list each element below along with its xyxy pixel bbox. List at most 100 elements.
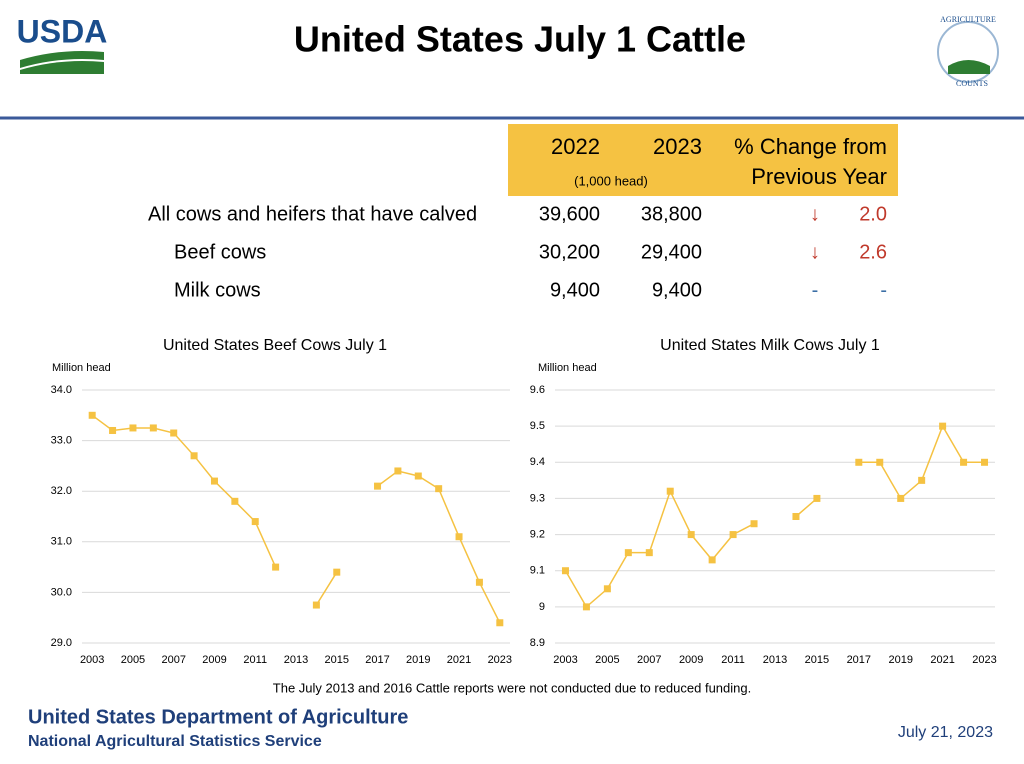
x-tick-label: 2017	[847, 654, 871, 666]
y-tick-label: 30.0	[51, 586, 72, 598]
y-tick-label: 29.0	[51, 637, 72, 649]
column-header: Previous Year	[751, 164, 887, 189]
x-tick-label: 2013	[284, 654, 308, 666]
data-point	[960, 458, 968, 466]
logo-field	[948, 60, 990, 74]
chart-note: The July 2013 and 2016 Cattle reports we…	[273, 680, 751, 695]
cell: 2.0	[859, 203, 887, 225]
x-tick-label: 2003	[80, 654, 104, 666]
column-header: 2022	[551, 134, 600, 159]
data-point	[729, 531, 737, 539]
y-tick-label: 9.4	[530, 456, 545, 468]
ag-counts-logo: AGRICULTURE COUNTS	[937, 15, 999, 88]
data-point	[496, 619, 504, 627]
table-body: All cows and heifers that have calved 39,…	[148, 203, 887, 301]
x-tick-label: 2005	[121, 654, 145, 666]
row-label: All cows and heifers that have calved	[148, 203, 477, 225]
table-header-bg	[508, 124, 898, 196]
logo-swoosh	[20, 51, 104, 68]
cell: 2.6	[859, 241, 887, 263]
logo-text: AGRICULTURE	[940, 15, 996, 24]
y-tick-label: 9.5	[530, 420, 545, 432]
x-tick-label: 2011	[721, 654, 745, 666]
data-point	[394, 467, 402, 475]
chart-title: United States Milk Cows July 1	[660, 337, 880, 354]
y-tick-label: 9	[539, 601, 545, 613]
row-label: Milk cows	[174, 279, 261, 301]
x-tick-label: 2009	[679, 654, 703, 666]
data-point	[813, 494, 821, 502]
data-point	[333, 568, 341, 576]
data-point	[455, 533, 463, 541]
data-point	[666, 487, 674, 495]
x-tick-label: 2021	[930, 654, 954, 666]
cell: 9,400	[550, 279, 600, 301]
data-point	[88, 411, 96, 419]
x-tick-label: 2007	[637, 654, 661, 666]
data-point	[603, 585, 611, 593]
y-axis-label: Million head	[538, 362, 597, 374]
y-tick-label: 9.1	[530, 565, 545, 577]
cell: ↓	[810, 241, 820, 263]
y-tick-label: 33.0	[51, 435, 72, 447]
row-label: Beef cows	[174, 241, 266, 263]
y-tick-label: 9.2	[530, 528, 545, 540]
data-point	[582, 603, 590, 611]
x-tick-label: 2015	[805, 654, 829, 666]
data-point	[876, 458, 884, 466]
data-point	[475, 578, 483, 586]
x-tick-label: 2019	[888, 654, 912, 666]
data-point	[561, 567, 569, 575]
logo-ring	[937, 21, 999, 83]
data-point	[272, 563, 280, 571]
y-tick-label: 34.0	[51, 384, 72, 396]
x-tick-label: 2021	[447, 654, 471, 666]
chart-title: United States Beef Cows July 1	[163, 337, 387, 354]
x-tick-label: 2009	[202, 654, 226, 666]
x-tick-label: 2017	[365, 654, 389, 666]
data-point	[435, 485, 443, 493]
data-point	[190, 452, 198, 460]
data-point	[170, 429, 178, 437]
data-point	[687, 531, 695, 539]
y-tick-label: 8.9	[530, 637, 545, 649]
data-point	[312, 601, 320, 609]
data-point	[624, 549, 632, 557]
x-tick-label: 2005	[595, 654, 619, 666]
data-point	[708, 556, 716, 564]
y-axis-label: Million head	[52, 362, 111, 374]
data-point	[918, 476, 926, 484]
y-tick-label: 32.0	[51, 485, 72, 497]
cell: -	[880, 279, 887, 301]
x-tick-label: 2011	[243, 654, 267, 666]
unit-label: (1,000 head)	[574, 173, 648, 188]
cell: 29,400	[641, 241, 702, 263]
data-point	[981, 458, 989, 466]
logo-text: USDA	[17, 13, 108, 49]
y-tick-label: 9.3	[530, 492, 545, 504]
data-point	[414, 472, 422, 480]
data-point	[210, 477, 218, 485]
cell: -	[812, 279, 819, 301]
x-tick-label: 2023	[972, 654, 996, 666]
y-tick-label: 9.6	[530, 384, 545, 396]
logo-text: COUNTS	[956, 79, 988, 88]
cell: 9,400	[652, 279, 702, 301]
data-point	[251, 518, 259, 526]
data-point	[645, 549, 653, 557]
data-point	[374, 482, 382, 490]
cell: 30,200	[539, 241, 600, 263]
data-point	[750, 520, 758, 528]
data-point	[792, 513, 800, 520]
cell: 38,800	[641, 203, 702, 225]
slide-title: United States July 1 Cattle	[294, 19, 746, 60]
usda-logo: USDA	[17, 13, 108, 74]
column-header: 2023	[653, 134, 702, 159]
x-tick-label: 2023	[488, 654, 512, 666]
cell: 39,600	[539, 203, 600, 225]
data-point	[897, 494, 905, 502]
logo-swoosh	[20, 61, 104, 74]
x-tick-label: 2013	[763, 654, 787, 666]
